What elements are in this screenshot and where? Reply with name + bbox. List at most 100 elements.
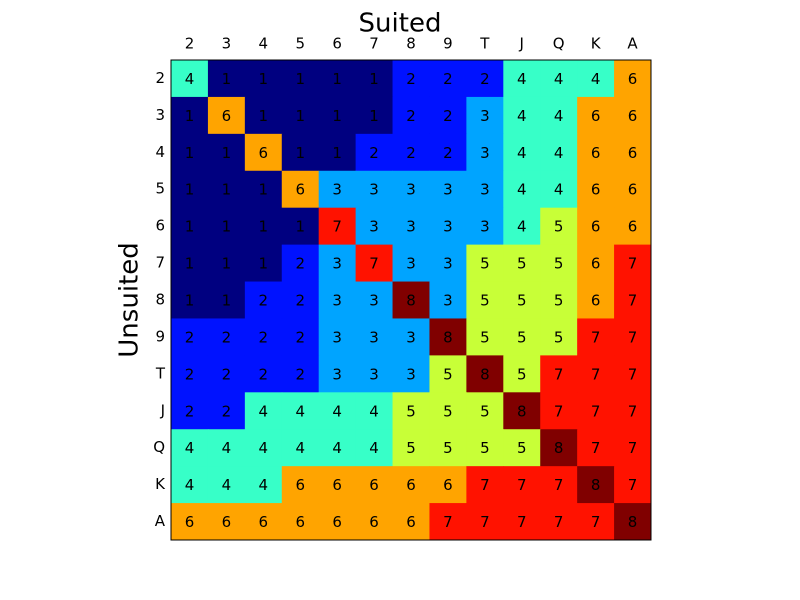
heatmap-cell <box>614 96 652 135</box>
x-tick-label: 4 <box>259 35 269 53</box>
cell-label: 4 <box>591 70 601 88</box>
heatmap-cell <box>244 96 283 135</box>
x-tick-label: 6 <box>332 35 342 53</box>
heatmap-cell <box>318 60 357 98</box>
heatmap-cell <box>171 392 209 430</box>
cell-label: 1 <box>295 70 305 88</box>
cell-label: 4 <box>554 181 564 199</box>
cell-label: 5 <box>443 439 453 457</box>
cell-label: 1 <box>332 107 342 125</box>
heatmap-cell <box>429 244 467 283</box>
y-tick-label: K <box>155 475 166 493</box>
heatmap-cell <box>207 60 246 98</box>
cell-label: 1 <box>332 70 342 88</box>
cell-label: 3 <box>406 181 416 199</box>
cell-label: 6 <box>406 513 416 531</box>
heatmap-cell <box>577 392 615 430</box>
heatmap-cell <box>318 133 357 172</box>
heatmap-cell <box>207 133 246 172</box>
cell-label: 8 <box>443 328 453 346</box>
cell-label: 1 <box>222 218 232 236</box>
y-axis-label: Unsuited <box>115 242 145 357</box>
cell-label: 6 <box>332 513 342 531</box>
cell-label: 7 <box>332 218 342 236</box>
cell-label: 3 <box>480 144 490 162</box>
cell-label: 1 <box>259 218 269 236</box>
x-tick-label: 2 <box>185 35 195 53</box>
heatmap-cell <box>281 392 320 430</box>
heatmap-cell <box>503 355 541 393</box>
cell-label: 3 <box>369 328 379 346</box>
cell-label: 3 <box>406 255 416 273</box>
heatmap-cell <box>392 318 430 356</box>
heatmap-cell <box>207 170 246 209</box>
heatmap-cell <box>503 207 541 246</box>
heatmap-cell <box>429 503 467 541</box>
cell-label: 1 <box>185 107 195 125</box>
x-tick-label: 8 <box>406 35 416 53</box>
y-tick-label: A <box>155 512 166 530</box>
cell-label: 3 <box>369 218 379 236</box>
heatmap-cell <box>207 244 246 283</box>
heatmap-cell <box>355 503 394 541</box>
cell-label: 5 <box>480 292 490 310</box>
heatmap-cell <box>577 244 615 283</box>
heatmap-cell <box>429 429 467 467</box>
cell-label: 1 <box>222 255 232 273</box>
cell-label: 3 <box>443 218 453 236</box>
cell-label: 7 <box>628 365 638 383</box>
cell-label: 2 <box>259 328 269 346</box>
heatmap-cell <box>614 318 652 356</box>
heatmap-cell <box>171 503 209 541</box>
cell-label: 7 <box>628 476 638 494</box>
heatmap-cell <box>466 96 504 135</box>
heatmap-cell <box>281 96 320 135</box>
heatmap-cell <box>281 60 320 98</box>
cell-label: 8 <box>517 402 527 420</box>
cell-label: 2 <box>185 402 195 420</box>
heatmap-cell <box>503 133 541 172</box>
heatmap-cell <box>244 429 283 467</box>
y-tick-label: 6 <box>155 217 165 235</box>
cell-label: 6 <box>295 476 305 494</box>
heatmap-cell <box>244 392 283 430</box>
cell-label: 3 <box>369 365 379 383</box>
cell-label: 3 <box>332 181 342 199</box>
cell-label: 6 <box>628 218 638 236</box>
heatmap-cell <box>429 60 467 98</box>
cell-label: 1 <box>332 144 342 162</box>
cell-label: 3 <box>406 218 416 236</box>
cell-label: 2 <box>406 144 416 162</box>
heatmap-cell <box>207 466 246 504</box>
cell-label: 2 <box>222 365 232 383</box>
heatmap-cell <box>244 244 283 283</box>
heatmap-cell <box>429 392 467 430</box>
y-tick-label: 5 <box>155 180 165 198</box>
cell-label: 1 <box>185 144 195 162</box>
x-tick-label: T <box>479 35 490 53</box>
heatmap-cell <box>355 429 394 467</box>
cell-label: 5 <box>480 328 490 346</box>
cell-label: 5 <box>554 255 564 273</box>
cell-label: 6 <box>259 144 269 162</box>
heatmap-cell <box>540 281 578 319</box>
heatmap-cell <box>355 318 394 356</box>
cell-label: 8 <box>628 513 638 531</box>
heatmap-cell <box>355 170 394 209</box>
cell-label: 3 <box>480 218 490 236</box>
heatmap-cell <box>614 207 652 246</box>
heatmap-cell <box>392 355 430 393</box>
cell-label: 5 <box>554 292 564 310</box>
heatmap-cell <box>355 244 394 283</box>
heatmap-cell <box>171 96 209 135</box>
heatmap-cell <box>503 466 541 504</box>
heatmap-cell <box>577 355 615 393</box>
heatmap-cell <box>171 133 209 172</box>
cell-label: 8 <box>406 292 416 310</box>
cell-label: 5 <box>480 402 490 420</box>
cell-label: 7 <box>369 255 379 273</box>
heatmap-cell <box>503 429 541 467</box>
heatmap-cell <box>281 170 320 209</box>
heatmap-cell <box>540 170 578 209</box>
cell-label: 3 <box>332 365 342 383</box>
